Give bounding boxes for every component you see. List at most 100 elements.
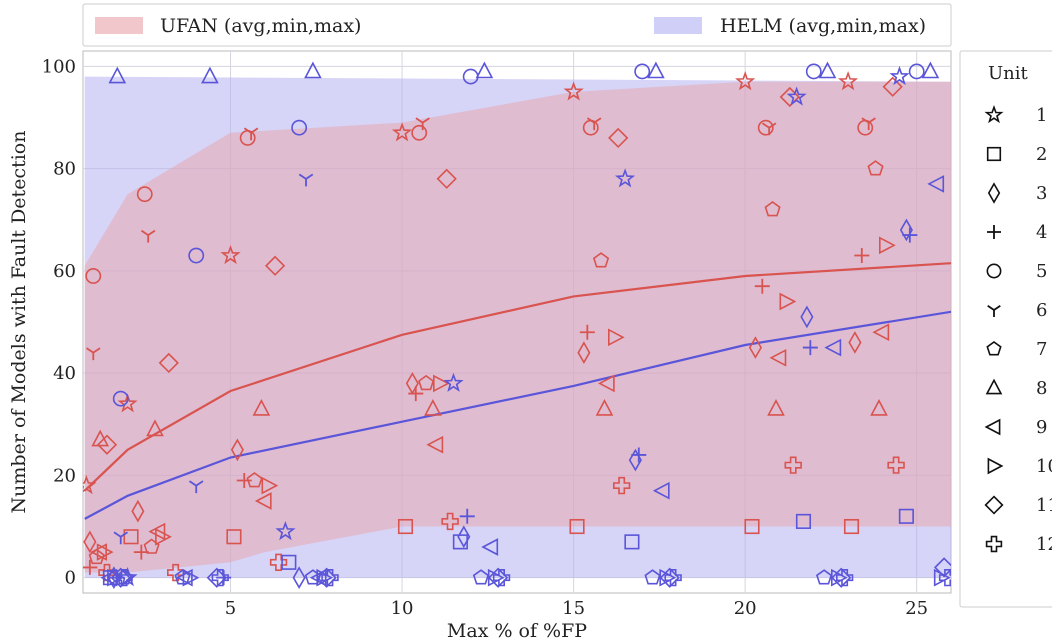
ufan-point-diamond-wide-marker bbox=[158, 352, 179, 374]
ufan-point-square-marker bbox=[397, 518, 414, 535]
unit-7-legend-label: 7 bbox=[1036, 339, 1047, 360]
ufan-point-star-marker bbox=[83, 475, 97, 495]
helm-point-plus-marker bbox=[902, 227, 918, 243]
ufan-point-triangle-right-marker bbox=[779, 292, 797, 311]
unit-6-legend-label: 6 bbox=[1036, 300, 1047, 321]
ufan-point-pentagon-marker bbox=[418, 374, 435, 391]
ufan-point-tri-down-marker bbox=[243, 127, 259, 141]
ufan-point-star-marker bbox=[391, 122, 413, 142]
x-tick-label: 15 bbox=[562, 598, 585, 619]
ufan-point-triangle-left-marker bbox=[769, 348, 787, 367]
unit-12-legend-label: 12 bbox=[1036, 534, 1052, 555]
helm-point-thick-plus-marker bbox=[938, 568, 951, 587]
helm-point-triangle-up-marker bbox=[201, 66, 219, 84]
ufan-point-triangle-right-marker bbox=[96, 543, 114, 561]
ufan-point-diamond-marker bbox=[748, 336, 763, 359]
top-legend: UFAN (avg,min,max) HELM (avg,min,max) bbox=[82, 3, 952, 47]
helm-point-pentagon-marker bbox=[644, 569, 661, 585]
ufan-point-triangle-right-marker bbox=[878, 236, 896, 255]
helm-point-star-marker bbox=[889, 65, 910, 86]
helm-point-thick-plus-marker bbox=[115, 568, 133, 587]
helm-legend-label: HELM (avg,min,max) bbox=[720, 15, 926, 37]
ufan-point-star-marker bbox=[117, 393, 138, 413]
unit-9-legend-label: 9 bbox=[1036, 417, 1047, 438]
helm-point-star-marker bbox=[275, 521, 296, 541]
x-axis-ticks: 5 10 15 20 25 bbox=[225, 598, 928, 619]
unit-10-legend-icon bbox=[987, 457, 1004, 475]
helm-legend-swatch bbox=[654, 17, 702, 34]
ufan-point-square-marker bbox=[123, 529, 139, 545]
helm-point-triangle-left-marker bbox=[481, 538, 499, 556]
ufan-point-plus-marker bbox=[854, 248, 870, 264]
unit-2-legend-icon bbox=[986, 146, 1002, 162]
helm-point-plus-marker bbox=[802, 340, 818, 356]
ufan-point-tri-down-marker bbox=[861, 117, 876, 131]
helm-point-circle-marker bbox=[112, 390, 129, 407]
x-tick-label: 10 bbox=[391, 598, 414, 619]
helm-point-pentagon-marker bbox=[174, 569, 191, 585]
unit-legend-box bbox=[959, 50, 1052, 608]
ufan-point-star-marker bbox=[220, 244, 241, 265]
helm-point-diamond-marker bbox=[457, 525, 471, 549]
ufan-point-square-marker bbox=[569, 518, 585, 535]
ufan-point-thick-plus-marker bbox=[269, 553, 288, 572]
helm-point-thick-plus-marker bbox=[211, 568, 229, 587]
helm-point-circle-marker bbox=[188, 247, 205, 264]
unit-4-legend-icon bbox=[987, 225, 1001, 239]
ufan-point-triangle-up-marker bbox=[767, 398, 785, 416]
helm-point-triangle-left-marker bbox=[824, 338, 842, 357]
helm-point-plus-marker bbox=[459, 508, 475, 524]
unit-2-legend-label: 2 bbox=[1036, 144, 1047, 165]
unit-8-legend-icon bbox=[985, 378, 1003, 395]
y-axis-title: Number of Models with Fault Detection bbox=[8, 131, 30, 514]
helm-point-triangle-left-marker bbox=[652, 481, 670, 500]
helm-point-circle-marker bbox=[908, 63, 925, 80]
ufan-point-thick-plus-marker bbox=[784, 456, 802, 474]
helm-point-star-marker bbox=[614, 168, 636, 188]
helm-point-tri-down-marker bbox=[298, 173, 314, 187]
ufan-point-pentagon-marker bbox=[88, 548, 105, 565]
helm-point-triangle-up-marker bbox=[475, 61, 494, 79]
helm-average-line bbox=[84, 310, 951, 520]
helm-point-triangle-up-marker bbox=[108, 66, 127, 84]
helm-point-tri-down-marker bbox=[188, 480, 204, 494]
ufan-point-triangle-left-marker bbox=[597, 374, 615, 393]
helm-point-star-marker bbox=[443, 372, 464, 392]
range-bands bbox=[84, 76, 951, 578]
ufan-point-square-marker bbox=[744, 518, 760, 535]
x-tick-label: 25 bbox=[905, 598, 928, 619]
ufan-point-pentagon-marker bbox=[764, 201, 781, 217]
unit-legend-title: Unit bbox=[988, 63, 1029, 84]
helm-point-thick-plus-marker bbox=[492, 568, 511, 587]
ufan-point-thick-plus-marker bbox=[441, 512, 459, 531]
unit-5-legend-label: 5 bbox=[1036, 261, 1047, 282]
unit-1-legend-icon bbox=[984, 104, 1004, 124]
ufan-point-triangle-left-marker bbox=[90, 543, 107, 561]
ufan-point-star-marker bbox=[735, 71, 756, 91]
ufan-point-diamond-marker bbox=[131, 499, 145, 523]
ufan-point-circle-marker bbox=[85, 268, 102, 284]
ufan-point-triangle-left-marker bbox=[254, 492, 272, 510]
helm-point-circle-marker bbox=[634, 63, 651, 80]
ufan-point-thick-plus-marker bbox=[167, 563, 185, 582]
unit-11-legend-icon bbox=[984, 495, 1004, 515]
unit-legend: Unit 123456789101112 bbox=[959, 50, 1052, 608]
ufan-point-triangle-left-marker bbox=[426, 435, 444, 454]
y-tick-label: 40 bbox=[53, 363, 76, 384]
ufan-point-pentagon-marker bbox=[867, 160, 884, 176]
ufan-point-tri-down-marker bbox=[761, 122, 777, 136]
ufan-range-band bbox=[84, 81, 951, 573]
ufan-point-triangle-left-marker bbox=[148, 522, 166, 541]
top-legend-box bbox=[82, 3, 952, 47]
helm-point-thick-plus-marker bbox=[321, 568, 339, 587]
helm-point-circle-marker bbox=[291, 119, 308, 136]
ufan-point-triangle-up-marker bbox=[870, 398, 888, 416]
ufan-point-square-marker bbox=[226, 529, 242, 545]
ufan-point-plus-marker bbox=[408, 386, 424, 402]
unit-8-legend-label: 8 bbox=[1036, 378, 1047, 399]
unit-6-legend-icon bbox=[987, 305, 1001, 317]
helm-point-thick-plus-marker bbox=[664, 568, 682, 587]
helm-point-tri-down-marker bbox=[113, 531, 128, 545]
x-tick-label: 20 bbox=[734, 598, 757, 619]
